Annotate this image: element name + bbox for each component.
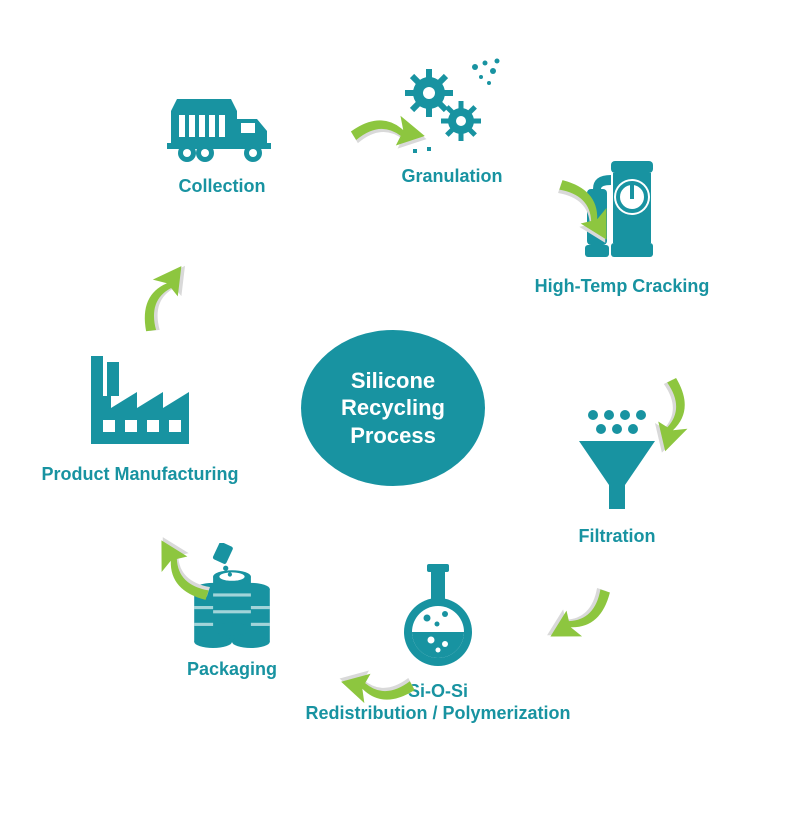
arrow-cracking-to-filtration [635, 378, 735, 438]
node-label-cracking: High-Temp Cracking [512, 276, 732, 298]
node-label-polymer: Si-O-SiRedistribution / Polymerization [288, 681, 588, 724]
node-collection: Collection [132, 85, 312, 198]
diagram-container: Silicone Recycling Process CollectionGra… [0, 0, 787, 818]
arrow-polymer-to-packaging [335, 670, 435, 730]
flask-icon [393, 560, 483, 670]
arrow-packaging-to-manufacturing [128, 555, 228, 615]
node-label-packaging: Packaging [142, 659, 322, 681]
node-label-filtration: Filtration [527, 526, 707, 548]
node-polymer: Si-O-SiRedistribution / Polymerization [288, 560, 588, 724]
arrow-manufacturing-to-collection [98, 270, 198, 330]
center-line2: Recycling [341, 394, 445, 422]
node-manufacturing: Product Manufacturing [25, 348, 255, 486]
factory-icon [83, 348, 198, 453]
node-label-manufacturing: Product Manufacturing [25, 464, 255, 486]
node-label-collection: Collection [132, 176, 312, 198]
arrow-filtration-to-polymer [545, 590, 645, 650]
arrow-granulation-to-cracking [540, 165, 640, 225]
center-line3: Process [341, 422, 445, 450]
truck-icon [163, 85, 281, 165]
arrow-collection-to-granulation [330, 90, 430, 150]
center-title: Silicone Recycling Process [301, 330, 485, 486]
center-line1: Silicone [341, 367, 445, 395]
